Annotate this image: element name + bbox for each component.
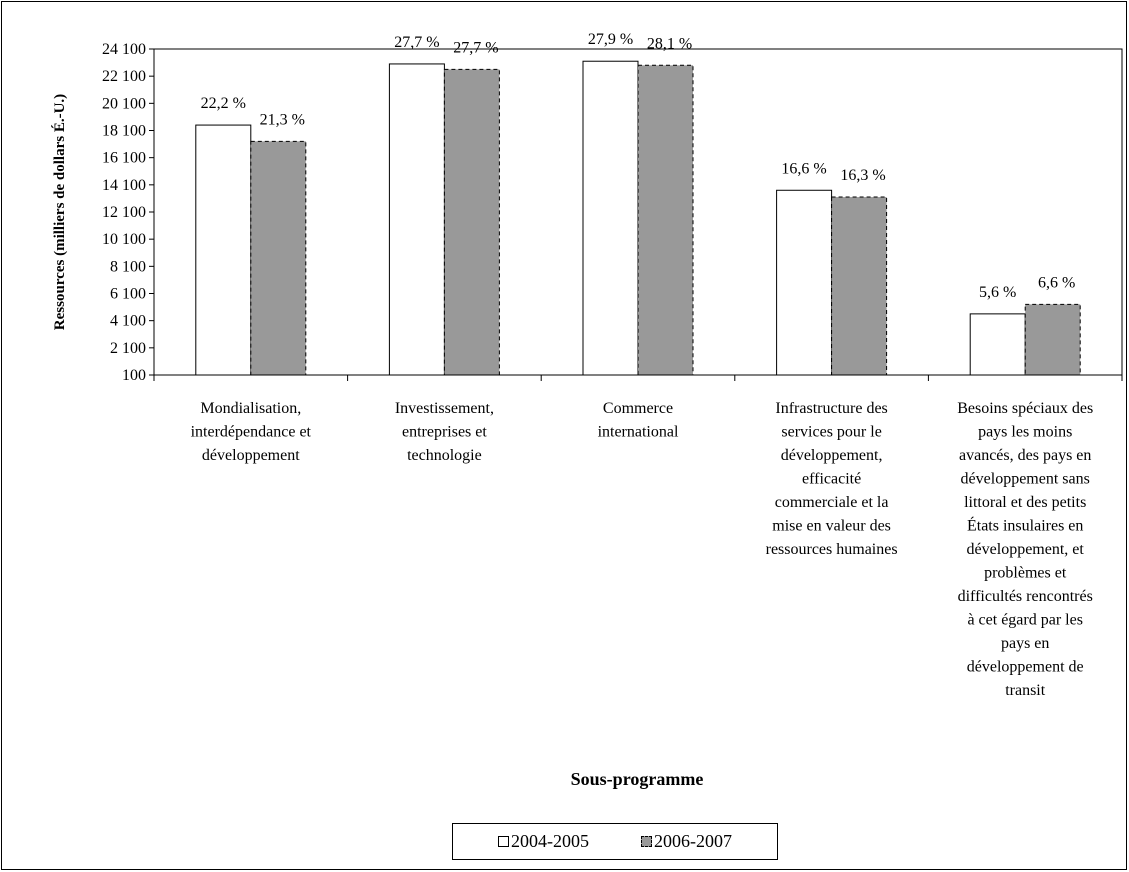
y-tick-label: 12 100 bbox=[102, 204, 146, 221]
category-label-line: entreprises et bbox=[402, 424, 487, 441]
legend: 2004-2005 2006-2007 bbox=[452, 823, 778, 860]
category-label-line: développement, et bbox=[967, 541, 1085, 558]
category-label: Mondialisation, interdépendance et dévelop… bbox=[191, 400, 312, 464]
legend-item-series-1: 2004-2005 bbox=[498, 831, 589, 852]
y-tick-label: 100 bbox=[122, 367, 146, 384]
legend-item-series-2: 2006-2007 bbox=[641, 831, 732, 852]
category-label-line: avancés, des pays en bbox=[959, 447, 1091, 464]
category-label-line: problèmes et bbox=[984, 565, 1067, 582]
y-tick-label: 2 100 bbox=[110, 340, 146, 357]
category-label: Investissement, entreprises et technologie bbox=[395, 400, 494, 464]
y-tick-label: 22 100 bbox=[102, 68, 146, 85]
category-label-line: efficacité bbox=[802, 471, 861, 488]
y-tick-label: 24 100 bbox=[102, 41, 146, 58]
category-label-line: difficultés rencontrés bbox=[958, 588, 1093, 605]
y-tick-label: 8 100 bbox=[110, 258, 146, 275]
data-label: 16,3 % bbox=[840, 167, 885, 184]
y-tick-label: 16 100 bbox=[102, 150, 146, 167]
bar-2006-2007-1 bbox=[443, 68, 500, 376]
category-label-line: pays les moins bbox=[978, 424, 1072, 441]
bar-2006-2007-0 bbox=[250, 140, 307, 376]
data-label: 27,7 % bbox=[394, 34, 439, 51]
category-label-line: international bbox=[598, 424, 679, 441]
bar-2004-2005-3 bbox=[776, 189, 833, 376]
data-label: 27,9 % bbox=[588, 31, 633, 48]
category-label-line: à cet égard par les bbox=[967, 612, 1082, 629]
data-label: 21,3 % bbox=[260, 111, 305, 128]
x-axis-title: Sous-programme bbox=[571, 769, 704, 789]
y-axis-title: Ressources (milliers de dollars É.-U.) bbox=[51, 94, 68, 330]
bar-2004-2005-0 bbox=[195, 124, 252, 376]
bar-2004-2005-1 bbox=[388, 63, 445, 376]
category-label: Besoins spéciaux des pays les moins avancé… bbox=[957, 400, 1093, 699]
data-label: 16,6 % bbox=[781, 160, 826, 177]
y-tick-label: 20 100 bbox=[102, 95, 146, 112]
category-label-line: développement sans bbox=[961, 471, 1090, 488]
category-label-line: Commerce bbox=[603, 400, 673, 417]
category-label-line: Investissement, bbox=[395, 400, 494, 417]
y-tick-label: 18 100 bbox=[102, 123, 146, 140]
category-label-line: littoral et des petits bbox=[964, 494, 1086, 511]
labels-layer: 100 2 100 4 100 6 100 8 100 10 100 12 100 14 10… bbox=[102, 31, 1093, 699]
axes-layer bbox=[149, 48, 1123, 381]
category-label: Commerce international bbox=[598, 400, 679, 441]
legend-swatch-series-1 bbox=[498, 836, 509, 847]
y-tick-label: 6 100 bbox=[110, 286, 146, 303]
bar-2006-2007-4 bbox=[1024, 303, 1081, 376]
data-label: 28,1 % bbox=[647, 35, 692, 52]
bar-2004-2005-2 bbox=[582, 60, 639, 376]
category-label-line: Besoins spéciaux des bbox=[957, 400, 1093, 417]
data-label: 27,7 % bbox=[453, 39, 498, 56]
category-label-line: Mondialisation, bbox=[200, 400, 301, 417]
data-label: 5,6 % bbox=[979, 284, 1016, 301]
bars-layer bbox=[195, 60, 1081, 376]
category-label-line: développement de bbox=[967, 659, 1084, 676]
category-label-line: commerciale et la bbox=[775, 494, 889, 511]
data-label: 6,6 % bbox=[1038, 274, 1075, 291]
bar-2006-2007-3 bbox=[831, 196, 888, 376]
category-label-line: développement bbox=[202, 447, 300, 464]
legend-label-series-1: 2004-2005 bbox=[511, 831, 589, 851]
category-label-line: pays en bbox=[1001, 635, 1049, 652]
bar-2004-2005-4 bbox=[969, 313, 1026, 376]
category-label-line: développement, bbox=[781, 447, 883, 464]
data-label: 22,2 % bbox=[201, 95, 246, 112]
category-label: Infrastructure des services pour le dévelo… bbox=[766, 400, 898, 558]
category-label-line: mise en valeur des bbox=[772, 518, 891, 535]
category-label-line: Infrastructure des bbox=[775, 400, 887, 417]
category-label-line: ressources humaines bbox=[766, 541, 898, 558]
category-label-line: interdépendance et bbox=[191, 424, 312, 441]
legend-label-series-2: 2006-2007 bbox=[654, 831, 732, 851]
y-tick-label: 14 100 bbox=[102, 177, 146, 194]
y-tick-label: 10 100 bbox=[102, 231, 146, 248]
legend-swatch-series-2 bbox=[641, 836, 652, 847]
category-label-line: transit bbox=[1005, 682, 1046, 699]
y-tick-label: 4 100 bbox=[110, 313, 146, 330]
category-label-line: services pour le bbox=[781, 424, 881, 441]
category-label-line: États insulaires en bbox=[967, 516, 1083, 535]
bar-2006-2007-2 bbox=[637, 64, 694, 376]
category-label-line: technologie bbox=[407, 447, 482, 464]
